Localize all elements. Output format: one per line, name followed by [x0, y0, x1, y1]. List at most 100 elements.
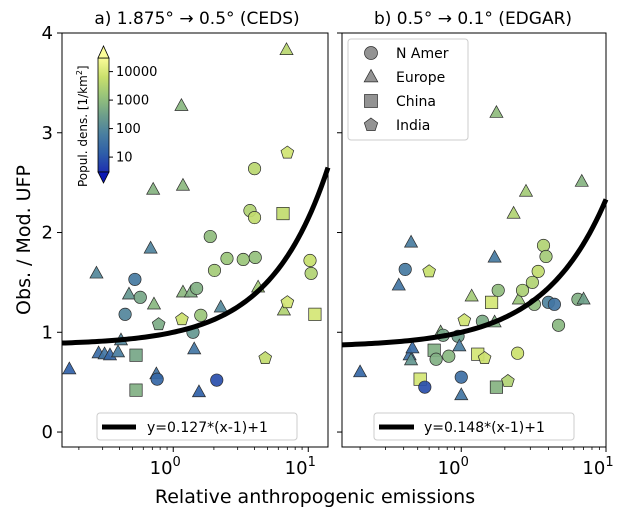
data-point-circle [511, 346, 525, 360]
panel-b-marks [341, 104, 609, 401]
data-point-circle [128, 272, 142, 286]
data-point-circle [429, 352, 443, 366]
data-point-square [129, 383, 143, 397]
panel-b: b) 0.5° → 0.1° (EDGAR) 100 101 N Amer Euro… [337, 9, 614, 479]
data-point-triangle [489, 104, 504, 118]
data-point-pentagon [258, 351, 273, 364]
data-point-triangle [454, 387, 469, 401]
data-point-circle [248, 250, 262, 265]
data-point-pentagon [422, 264, 436, 278]
colorbar-gradient [97, 57, 110, 173]
x-tick-label: 101 [582, 455, 613, 479]
data-point-pentagon [477, 351, 492, 364]
legend-label: Europe [396, 70, 445, 86]
data-point-circle [194, 308, 208, 322]
panel-b-xaxis: 100 101 [359, 447, 614, 479]
data-point-triangle [487, 249, 502, 263]
y-tick-label: 4 [42, 23, 53, 44]
data-point-circle [190, 281, 204, 295]
panel-a-marks [61, 42, 331, 398]
panel-b-title: b) 0.5° → 0.1° (EDGAR) [374, 9, 572, 29]
data-point-triangle [403, 234, 419, 248]
data-point-circle [536, 238, 551, 253]
data-point-triangle [146, 181, 161, 195]
y-tick-label: 2 [42, 223, 53, 244]
panel-b-fit-legend: y=0.148*(x-1)+1 [373, 412, 575, 441]
y-axis-label: Obs. / Mod. UFP [13, 165, 35, 315]
panel-a-title: a) 1.875° → 0.5° (CEDS) [94, 9, 299, 29]
panel-a-xaxis: 100 101 [78, 447, 316, 479]
colorbar-tick-label: 10 [116, 151, 133, 166]
data-point-circle [220, 251, 234, 266]
x-tick-label: 100 [150, 455, 181, 479]
data-point-circle [551, 318, 566, 332]
data-point-circle [303, 253, 317, 268]
data-point-square [485, 295, 499, 309]
data-point-triangle [110, 344, 126, 358]
colorbar-tick-label: 100 [116, 122, 141, 137]
marker-legend-box [347, 38, 469, 141]
data-point-circle [236, 252, 250, 267]
data-point-triangle [175, 177, 191, 191]
data-point-triangle [174, 97, 189, 111]
data-point-square [276, 207, 290, 221]
data-point-circle [418, 380, 432, 394]
data-point-circle [203, 229, 217, 244]
data-point-triangle [405, 340, 420, 354]
y-tick-label: 1 [42, 322, 53, 343]
legend-marker-pentagon [363, 117, 379, 132]
panel-a-yaxis: 0 1 2 3 4 [42, 23, 62, 443]
legend-marker-circle [364, 46, 378, 60]
data-point-triangle [146, 296, 162, 310]
data-point-circle [491, 283, 505, 297]
data-point-triangle [464, 288, 479, 302]
data-point-square [129, 348, 143, 362]
legend-marker-square [364, 94, 378, 108]
data-point-triangle [121, 286, 137, 300]
data-point-triangle [276, 302, 292, 316]
fit-curve [341, 198, 609, 348]
data-point-triangle [506, 205, 521, 219]
data-point-circle [247, 211, 262, 225]
data-point-triangle [518, 183, 534, 197]
data-point-triangle [452, 338, 467, 352]
data-point-triangle [143, 240, 158, 254]
data-point-pentagon [457, 313, 472, 327]
data-point-square [489, 380, 503, 394]
panel-a-frame [61, 32, 329, 448]
x-axis-label: Relative anthropogenic emissions [155, 486, 475, 508]
data-point-circle [207, 263, 222, 277]
colorbar-ticks: 10000 1000 100 10 [109, 65, 157, 166]
legend-marker-triangle [363, 68, 379, 83]
data-point-circle [150, 372, 164, 386]
data-point-triangle [62, 361, 77, 375]
y-tick-label: 0 [42, 422, 53, 443]
panel-b-fit-label: y=0.148*(x-1)+1 [424, 420, 545, 436]
marker-legend: N Amer Europe China India [347, 38, 469, 141]
data-point-pentagon [280, 295, 295, 309]
colorbar-top-extension [97, 45, 110, 59]
legend-label: India [396, 118, 430, 134]
data-point-circle [398, 262, 412, 276]
colorbar-bottom-extension [97, 171, 110, 184]
data-point-pentagon [151, 317, 166, 331]
data-point-triangle [89, 265, 104, 279]
data-point-circle [531, 264, 545, 278]
panel-a-fit-legend-box [96, 412, 298, 441]
data-point-triangle [511, 291, 526, 305]
data-point-pentagon [175, 312, 189, 326]
data-point-circle [454, 370, 468, 384]
y-tick-label: 3 [42, 123, 53, 144]
data-point-triangle [213, 299, 228, 313]
data-point-square [308, 307, 322, 321]
data-point-triangle [191, 384, 207, 398]
data-point-triangle [391, 277, 406, 291]
colorbar-label: Popul. dens. [1/km2] [75, 65, 90, 187]
data-point-pentagon [280, 145, 295, 159]
x-tick-label: 101 [285, 455, 316, 479]
fit-curve [61, 166, 331, 346]
data-point-triangle [574, 173, 589, 187]
data-point-pentagon [501, 374, 515, 387]
